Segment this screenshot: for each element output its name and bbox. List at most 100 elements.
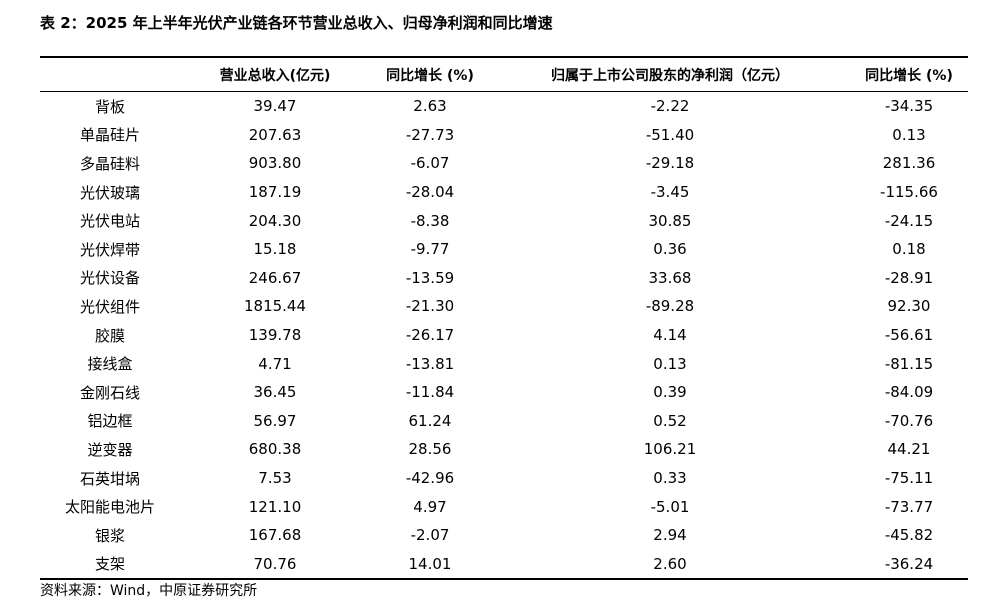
table-cell: 0.33 bbox=[653, 469, 687, 488]
table-row: 支架 70.76 14.01 2.60 -36.24 bbox=[40, 549, 968, 581]
table-cell: 1815.44 bbox=[243, 297, 307, 316]
row-label: 单晶硅片 bbox=[79, 126, 140, 145]
header-cell bbox=[40, 56, 180, 92]
table-cell: -73.77 bbox=[884, 497, 934, 516]
table-cell: 70.76 bbox=[180, 549, 370, 581]
table-cell: -115.66 bbox=[880, 183, 938, 202]
table-cell: -6.07 bbox=[410, 154, 450, 173]
table-cell: 30.85 bbox=[648, 211, 692, 230]
table-cell: -29.18 bbox=[645, 154, 695, 173]
table-cell: -5.01 bbox=[650, 497, 690, 516]
table-cell: -36.24 bbox=[850, 549, 968, 581]
row-label: 太阳能电池片 bbox=[64, 498, 155, 517]
row-label: 支架 bbox=[40, 549, 180, 581]
table-title: 表 2：2025 年上半年光伏产业链各环节营业总收入、归母净利润和同比增速 bbox=[40, 14, 553, 32]
table-row: 单晶硅片 207.63 -27.73 -51.40 0.13 bbox=[40, 121, 968, 150]
table-cell: 61.24 bbox=[408, 411, 452, 430]
table-cell: 92.30 bbox=[887, 297, 931, 316]
table-cell: -42.96 bbox=[405, 469, 455, 488]
table-row: 背板 39.47 2.63 -2.22 -34.35 bbox=[40, 92, 968, 121]
table-cell: 4.14 bbox=[653, 326, 687, 345]
header-cell: 同比增长 (%) bbox=[850, 56, 968, 92]
table-cell: 15.18 bbox=[253, 240, 297, 259]
table-row: 光伏组件 1815.44 -21.30 -89.28 92.30 bbox=[40, 292, 968, 321]
row-label: 光伏电站 bbox=[79, 212, 140, 231]
row-label: 胶膜 bbox=[94, 326, 125, 345]
table-row: 金刚石线 36.45 -11.84 0.39 -84.09 bbox=[40, 378, 968, 407]
table-cell: -2.07 bbox=[410, 526, 450, 545]
table-cell: 281.36 bbox=[882, 154, 936, 173]
table-cell: 0.52 bbox=[653, 411, 687, 430]
table-cell: 246.67 bbox=[248, 268, 302, 287]
table-cell: -13.59 bbox=[405, 268, 455, 287]
table-cell: -27.73 bbox=[405, 125, 455, 144]
table-cell: 4.71 bbox=[258, 354, 292, 373]
row-label: 光伏焊带 bbox=[79, 240, 140, 259]
table-cell: -70.76 bbox=[884, 411, 934, 430]
table-row: 光伏电站 204.30 -8.38 30.85 -24.15 bbox=[40, 206, 968, 235]
table-cell: 106.21 bbox=[643, 440, 697, 459]
table-cell: 28.56 bbox=[408, 440, 452, 459]
row-label: 石英坩埚 bbox=[79, 469, 140, 488]
table-row: 太阳能电池片 121.10 4.97 -5.01 -73.77 bbox=[40, 492, 968, 521]
table-cell: 680.38 bbox=[248, 440, 302, 459]
table-cell: 2.63 bbox=[413, 97, 447, 116]
table-cell: 33.68 bbox=[648, 268, 692, 287]
table-cell: -81.15 bbox=[884, 354, 934, 373]
row-label: 逆变器 bbox=[87, 440, 133, 459]
table-row: 多晶硅料 903.80 -6.07 -29.18 281.36 bbox=[40, 149, 968, 178]
row-label: 光伏设备 bbox=[79, 269, 140, 288]
table-cell: -28.91 bbox=[884, 268, 934, 287]
header-row: 营业总收入(亿元) 同比增长 (%) 归属于上市公司股东的净利润（亿元） 同比增长 (… bbox=[40, 56, 968, 92]
table-cell: 0.36 bbox=[653, 240, 687, 259]
table-cell: 0.18 bbox=[892, 240, 926, 259]
row-label: 多晶硅料 bbox=[79, 154, 140, 173]
table-row: 光伏玻璃 187.19 -28.04 -3.45 -115.66 bbox=[40, 178, 968, 207]
table-cell: -28.04 bbox=[405, 183, 455, 202]
row-label: 光伏玻璃 bbox=[79, 183, 140, 202]
table-cell: 139.78 bbox=[248, 326, 302, 345]
table-cell: -89.28 bbox=[645, 297, 695, 316]
table-cell: 14.01 bbox=[370, 549, 490, 581]
table-cell: -51.40 bbox=[645, 125, 695, 144]
row-label: 金刚石线 bbox=[79, 383, 140, 402]
table-cell: -8.38 bbox=[410, 211, 450, 230]
table-cell: 2.94 bbox=[653, 526, 687, 545]
table-cell: -3.45 bbox=[650, 183, 690, 202]
table-cell: 56.97 bbox=[253, 411, 297, 430]
table-cell: -45.82 bbox=[884, 526, 934, 545]
table-cell: -34.35 bbox=[884, 97, 934, 116]
source-note: 资料来源：Wind，中原证券研究所 bbox=[40, 583, 258, 599]
table-cell: 0.39 bbox=[653, 383, 687, 402]
row-label: 背板 bbox=[94, 97, 125, 116]
row-label: 银浆 bbox=[94, 526, 125, 545]
table-cell: -2.22 bbox=[650, 97, 690, 116]
table-cell: 4.97 bbox=[413, 497, 447, 516]
table-cell: -21.30 bbox=[405, 297, 455, 316]
table-row: 胶膜 139.78 -26.17 4.14 -56.61 bbox=[40, 321, 968, 350]
header-cell: 营业总收入(亿元) bbox=[180, 56, 370, 92]
table-cell: 2.60 bbox=[490, 549, 850, 581]
table-cell: 44.21 bbox=[887, 440, 931, 459]
table-cell: 0.13 bbox=[892, 125, 926, 144]
table-cell: -24.15 bbox=[884, 211, 934, 230]
table-cell: 167.68 bbox=[248, 526, 302, 545]
table-cell: 39.47 bbox=[253, 97, 297, 116]
table-cell: -13.81 bbox=[405, 354, 455, 373]
table-cell: 121.10 bbox=[248, 497, 302, 516]
header-cell: 同比增长 (%) bbox=[370, 56, 490, 92]
table-row: 光伏焊带 15.18 -9.77 0.36 0.18 bbox=[40, 235, 968, 264]
row-label: 光伏组件 bbox=[79, 297, 140, 316]
row-label: 铝边框 bbox=[87, 412, 133, 431]
table-cell: -26.17 bbox=[405, 326, 455, 345]
table-cell: -84.09 bbox=[884, 383, 934, 402]
table-body: 背板 39.47 2.63 -2.22 -34.35 单晶硅片 207.63 -27.73 -5… bbox=[40, 92, 968, 581]
table-cell: -9.77 bbox=[410, 240, 450, 259]
table-cell: -11.84 bbox=[405, 383, 455, 402]
table-cell: 207.63 bbox=[248, 125, 302, 144]
table-row: 光伏设备 246.67 -13.59 33.68 -28.91 bbox=[40, 264, 968, 293]
table-row: 石英坩埚 7.53 -42.96 0.33 -75.11 bbox=[40, 464, 968, 493]
table-cell: -75.11 bbox=[884, 469, 934, 488]
table-cell: 187.19 bbox=[248, 183, 302, 202]
data-table: 营业总收入(亿元) 同比增长 (%) 归属于上市公司股东的净利润（亿元） 同比增长 (… bbox=[40, 56, 968, 581]
